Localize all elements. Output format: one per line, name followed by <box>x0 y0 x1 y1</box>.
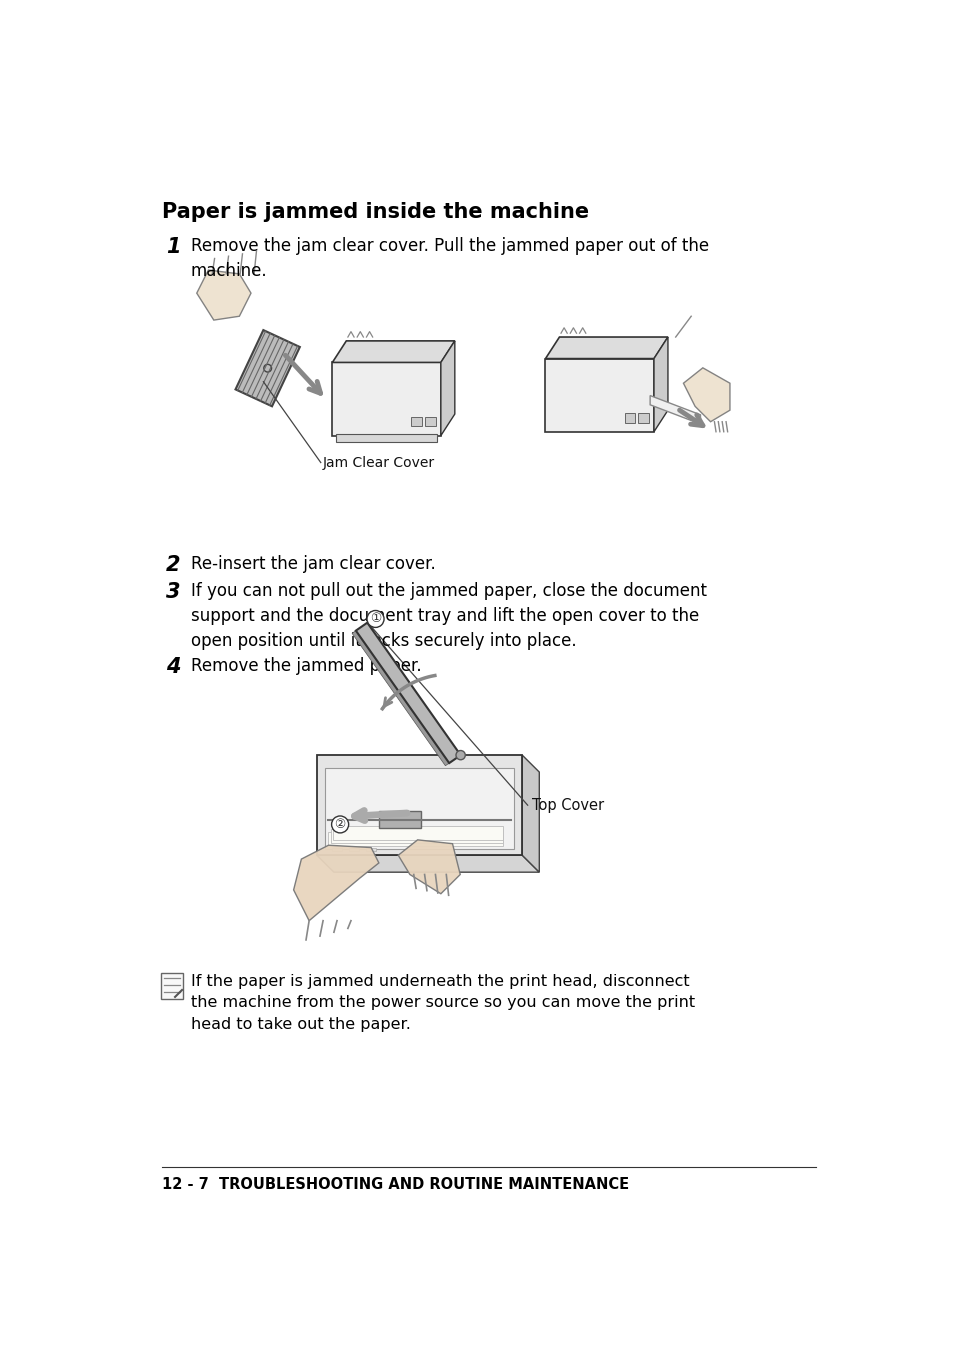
Polygon shape <box>521 756 538 872</box>
Bar <box>333 826 502 840</box>
Polygon shape <box>316 856 538 872</box>
Polygon shape <box>294 845 378 921</box>
Text: If the paper is jammed underneath the print head, disconnect
the machine from th: If the paper is jammed underneath the pr… <box>191 973 694 1032</box>
Polygon shape <box>440 341 455 435</box>
Polygon shape <box>355 623 460 763</box>
Circle shape <box>456 750 465 760</box>
Polygon shape <box>196 270 251 320</box>
Circle shape <box>367 611 384 627</box>
Text: 2: 2 <box>166 554 180 575</box>
Bar <box>545 358 654 431</box>
Text: 1: 1 <box>166 237 180 257</box>
Bar <box>328 831 502 846</box>
Bar <box>366 848 375 850</box>
Text: 12 - 7  TROUBLESHOOTING AND ROUTINE MAINTENANCE: 12 - 7 TROUBLESHOOTING AND ROUTINE MAINT… <box>162 1178 628 1192</box>
Text: ①: ① <box>370 612 381 626</box>
Bar <box>324 768 514 849</box>
Bar <box>331 829 502 842</box>
Polygon shape <box>649 396 700 425</box>
Bar <box>624 414 635 423</box>
Text: Remove the jam clear cover. Pull the jammed paper out of the
machine.: Remove the jam clear cover. Pull the jam… <box>191 237 708 280</box>
Polygon shape <box>545 337 667 358</box>
Bar <box>411 418 422 426</box>
Bar <box>378 811 421 829</box>
Text: 4: 4 <box>166 657 180 677</box>
Circle shape <box>332 817 348 833</box>
Bar <box>332 362 440 435</box>
Text: Paper is jammed inside the machine: Paper is jammed inside the machine <box>162 203 588 222</box>
Bar <box>349 848 358 850</box>
Polygon shape <box>654 337 667 431</box>
Text: Top Cover: Top Cover <box>531 798 603 813</box>
Polygon shape <box>235 330 299 407</box>
Bar <box>638 414 649 423</box>
Text: ②: ② <box>335 818 345 831</box>
Bar <box>332 848 341 850</box>
Bar <box>316 756 521 856</box>
Bar <box>335 434 436 442</box>
Polygon shape <box>352 630 449 765</box>
Text: 3: 3 <box>166 581 180 602</box>
Text: Jam Clear Cover: Jam Clear Cover <box>322 456 434 469</box>
Polygon shape <box>682 368 729 422</box>
Bar <box>425 418 436 426</box>
Polygon shape <box>397 840 459 894</box>
FancyBboxPatch shape <box>161 973 183 999</box>
Text: Remove the jammed paper.: Remove the jammed paper. <box>191 657 420 676</box>
Text: Re-insert the jam clear cover.: Re-insert the jam clear cover. <box>191 554 435 573</box>
Text: If you can not pull out the jammed paper, close the document
support and the doc: If you can not pull out the jammed paper… <box>191 581 706 650</box>
Polygon shape <box>332 341 455 362</box>
